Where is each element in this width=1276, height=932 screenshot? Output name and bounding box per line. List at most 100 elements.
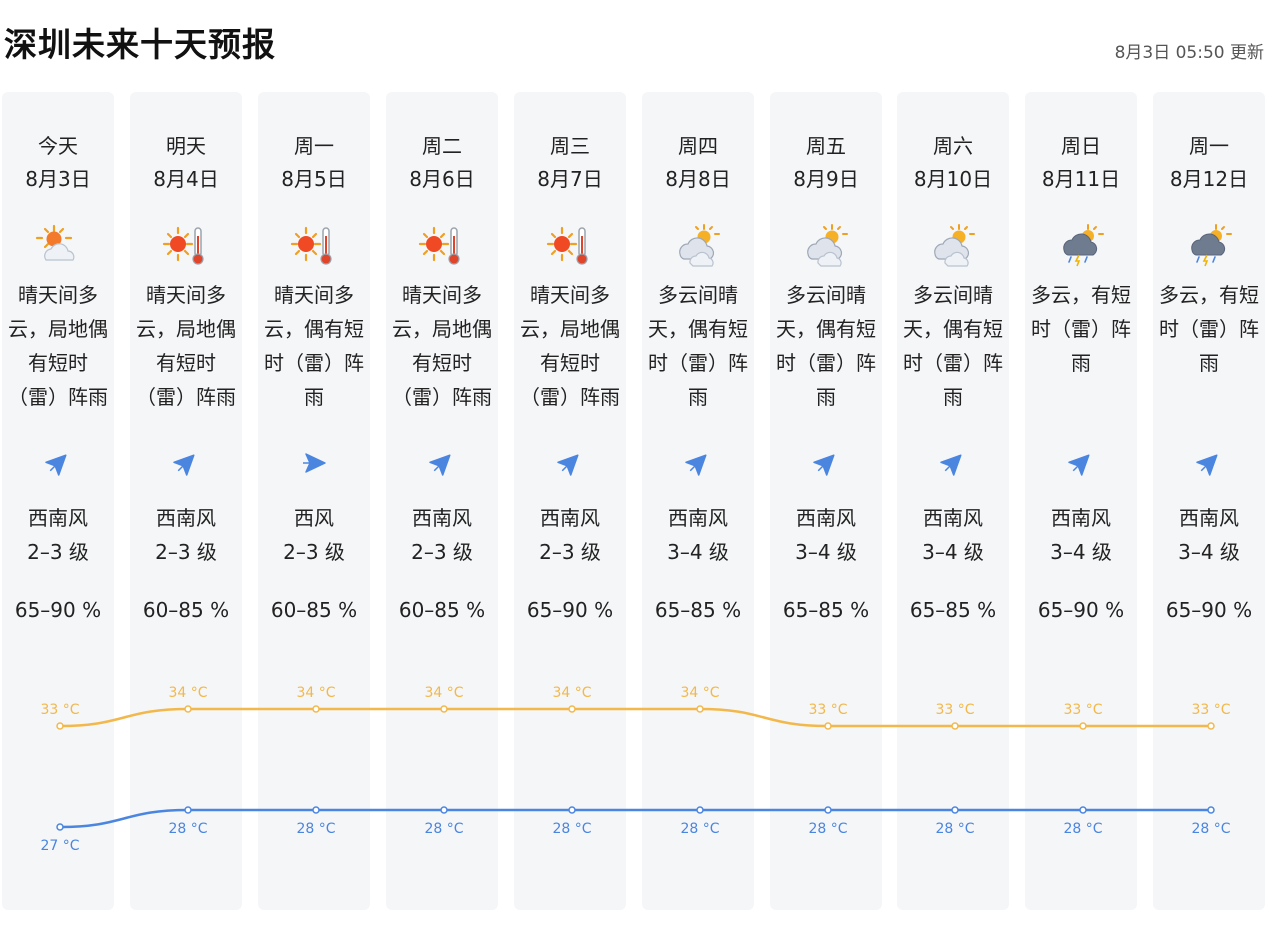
low-temp-point	[56, 823, 64, 831]
day-label: 周日	[1061, 134, 1101, 158]
day-column: 周四 8月8日 多云间晴 天，偶有短 时（雷）阵雨西南风 3–4 级 65–85 %	[642, 92, 754, 910]
description-line: 时（雷）阵	[264, 351, 364, 375]
day-column: 周一 8月5日 晴天间多 云，偶有短 时（雷）阵雨西风 2–3 级 60–85 %	[258, 92, 370, 910]
weather-description: 晴天间多 云，局地偶 有短时 （雷）阵雨	[380, 278, 504, 414]
day-column: 周二 8月6日 晴天间多 云，局地偶 有短时 （雷）阵雨 西南风 2–3 级 60–85 %	[386, 92, 498, 910]
description-line: （雷）阵雨	[136, 385, 236, 409]
high-temp-point	[1079, 722, 1087, 730]
date-label: 8月7日	[537, 167, 603, 191]
low-temp-label: 27 °C	[40, 838, 79, 854]
wind-direction-icon	[2, 449, 114, 477]
description-line: 有短时	[412, 351, 472, 375]
high-temp-point	[696, 705, 704, 713]
humidity: 65–85 %	[782, 598, 870, 622]
wind-direction: 西南风	[923, 506, 983, 530]
humidity: 65–90 %	[1165, 598, 1253, 622]
wind-direction: 西南风	[1179, 506, 1239, 530]
high-temp-label: 34 °C	[680, 685, 719, 701]
description-line: （雷）阵雨	[520, 385, 620, 409]
day-label: 周一	[1189, 134, 1229, 158]
wind-direction: 西南风	[156, 506, 216, 530]
wind-direction: 西南风	[540, 506, 600, 530]
description-line: 多云间晴	[913, 283, 993, 307]
low-temp-point	[696, 806, 704, 814]
low-temp-point	[568, 806, 576, 814]
weather-description: 晴天间多 云，局地偶 有短时 （雷）阵雨	[508, 278, 632, 414]
cloudy-sunny-icon	[642, 222, 754, 270]
high-temp-label: 33 °C	[1063, 702, 1102, 718]
description-line: 多云，有短	[1031, 283, 1131, 307]
low-temp-label: 28 °C	[296, 821, 335, 837]
high-temp-point	[440, 705, 448, 713]
forecast-columns: 今天 8月3日 晴天间多 云，局地偶 有短时 （雷）阵雨 西南风 2–3 级 65–90 % 明天…	[0, 92, 1276, 910]
description-line: 雨	[1071, 351, 1091, 375]
weather-description: 多云，有短 时（雷）阵雨	[1019, 278, 1143, 380]
high-temp-label: 34 °C	[168, 685, 207, 701]
date-label: 8月10日	[913, 167, 993, 191]
wind-direction-icon	[1153, 449, 1265, 477]
date-label: 8月5日	[281, 167, 347, 191]
low-temp-point	[184, 806, 192, 814]
day-label: 周六	[933, 134, 973, 158]
wind-level: 3–4 级	[1050, 540, 1112, 564]
description-line: 时（雷）阵	[776, 351, 876, 375]
sunny-hot-icon	[258, 222, 370, 270]
low-temp-point	[1207, 806, 1215, 814]
description-line: 有短时	[540, 351, 600, 375]
wind-direction: 西南风	[796, 506, 856, 530]
cloudy-sunny-icon	[897, 222, 1009, 270]
weather-description: 晴天间多 云，局地偶 有短时 （雷）阵雨	[0, 278, 120, 414]
high-temp-label: 33 °C	[808, 702, 847, 718]
description-line: 晴天间多	[146, 283, 226, 307]
description-line: 雨	[304, 385, 324, 409]
high-temp-label: 33 °C	[1191, 702, 1230, 718]
day-column: 周一 8月12日 多云，有短 时（雷）阵雨西南风 3–4 级 65–90 %	[1153, 92, 1265, 910]
wind-direction-icon	[258, 449, 370, 477]
description-line: 有短时	[156, 351, 216, 375]
description-line: 晴天间多	[530, 283, 610, 307]
description-line: 云，局地偶	[392, 317, 492, 341]
low-temp-point	[951, 806, 959, 814]
wind-direction-icon	[897, 449, 1009, 477]
wind-direction: 西南风	[668, 506, 728, 530]
weather-description: 多云间晴 天，偶有短 时（雷）阵雨	[764, 278, 888, 414]
wind-level: 3–4 级	[1178, 540, 1240, 564]
description-line: 时（雷）阵	[648, 351, 748, 375]
description-line: 多云，有短	[1159, 283, 1259, 307]
weather-description: 晴天间多 云，局地偶 有短时 （雷）阵雨	[124, 278, 248, 414]
date-label: 8月11日	[1041, 167, 1121, 191]
wind-level: 3–4 级	[795, 540, 857, 564]
cloudy-thunder-rain-icon	[1025, 222, 1137, 270]
high-temp-label: 33 °C	[935, 702, 974, 718]
description-line: 晴天间多	[18, 283, 98, 307]
high-temp-point	[568, 705, 576, 713]
wind-level: 3–4 级	[922, 540, 984, 564]
cloudy-sunny-icon	[770, 222, 882, 270]
wind-level: 2–3 级	[155, 540, 217, 564]
description-line: 雨	[1199, 351, 1219, 375]
low-temp-point	[824, 806, 832, 814]
date-label: 8月12日	[1169, 167, 1249, 191]
description-line: 雨	[943, 385, 963, 409]
high-temp-label: 34 °C	[552, 685, 591, 701]
wind-direction-icon	[386, 449, 498, 477]
weather-description: 多云，有短 时（雷）阵雨	[1147, 278, 1271, 380]
high-temp-label: 33 °C	[40, 702, 79, 718]
high-temp-point	[312, 705, 320, 713]
update-time: 8月3日 05:50 更新	[1114, 43, 1264, 63]
weather-description: 多云间晴 天，偶有短 时（雷）阵雨	[636, 278, 760, 414]
wind-direction-icon	[514, 449, 626, 477]
day-label: 今天	[38, 134, 78, 158]
humidity: 65–85 %	[654, 598, 742, 622]
wind-level: 2–3 级	[27, 540, 89, 564]
day-column: 周五 8月9日 多云间晴 天，偶有短 时（雷）阵雨西南风 3–4 级 65–85 %	[770, 92, 882, 910]
wind-direction-icon	[1025, 449, 1137, 477]
sunny-hot-icon	[386, 222, 498, 270]
sunny-partly-cloudy-icon	[2, 222, 114, 270]
description-line: 天，偶有短	[903, 317, 1003, 341]
description-line: 多云间晴	[786, 283, 866, 307]
day-label: 明天	[166, 134, 206, 158]
date-label: 8月6日	[409, 167, 475, 191]
date-label: 8月8日	[665, 167, 731, 191]
description-line: （雷）阵雨	[8, 385, 108, 409]
